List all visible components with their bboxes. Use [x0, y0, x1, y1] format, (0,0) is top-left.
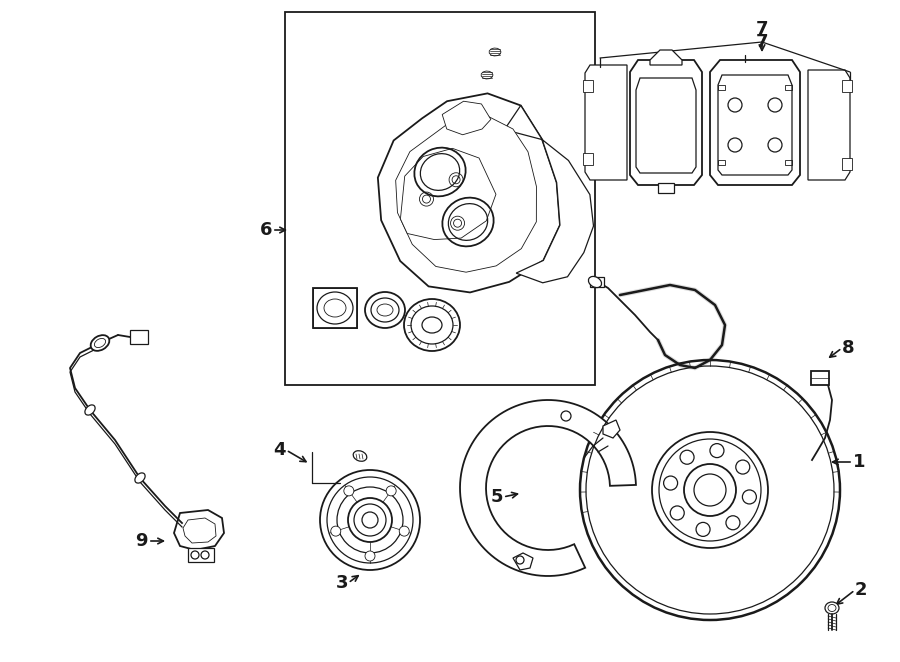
- Circle shape: [696, 522, 710, 536]
- Bar: [590, 277, 604, 287]
- Polygon shape: [490, 48, 501, 56]
- Polygon shape: [808, 70, 850, 180]
- Bar: [188, 548, 214, 562]
- Bar: [718, 160, 725, 165]
- Text: 2: 2: [855, 581, 868, 599]
- Circle shape: [726, 516, 740, 530]
- Polygon shape: [400, 148, 496, 240]
- Polygon shape: [603, 420, 620, 438]
- Circle shape: [580, 360, 840, 620]
- Circle shape: [684, 464, 736, 516]
- Text: 7: 7: [756, 33, 769, 51]
- Ellipse shape: [589, 277, 601, 287]
- Bar: [811, 371, 829, 385]
- Circle shape: [710, 444, 724, 457]
- Bar: [785, 85, 792, 90]
- Bar: [285, 12, 595, 385]
- Circle shape: [348, 498, 392, 542]
- Circle shape: [742, 490, 756, 504]
- Circle shape: [331, 526, 341, 536]
- Polygon shape: [174, 510, 224, 550]
- Bar: [583, 153, 593, 165]
- Bar: [313, 288, 357, 328]
- Circle shape: [680, 450, 694, 464]
- Bar: [842, 80, 852, 92]
- Circle shape: [652, 432, 768, 548]
- Text: 4: 4: [274, 441, 286, 459]
- Circle shape: [728, 98, 742, 112]
- Bar: [718, 85, 725, 90]
- Text: 1: 1: [853, 453, 866, 471]
- Polygon shape: [504, 105, 593, 283]
- Ellipse shape: [85, 405, 95, 415]
- Circle shape: [320, 470, 420, 570]
- Polygon shape: [710, 60, 800, 185]
- Circle shape: [400, 526, 410, 536]
- Circle shape: [768, 98, 782, 112]
- Polygon shape: [378, 93, 560, 293]
- Text: 5: 5: [491, 488, 503, 506]
- Circle shape: [344, 486, 354, 496]
- Circle shape: [365, 551, 375, 561]
- Ellipse shape: [353, 451, 367, 461]
- Circle shape: [663, 476, 678, 490]
- Bar: [785, 160, 792, 165]
- Circle shape: [386, 486, 396, 496]
- Circle shape: [728, 138, 742, 152]
- Circle shape: [670, 506, 684, 520]
- Polygon shape: [650, 50, 682, 65]
- Ellipse shape: [135, 473, 145, 483]
- Text: 9: 9: [136, 532, 148, 550]
- Text: 6: 6: [259, 221, 272, 239]
- Polygon shape: [460, 400, 636, 576]
- Ellipse shape: [825, 602, 839, 614]
- Ellipse shape: [91, 335, 109, 351]
- Bar: [842, 158, 852, 170]
- Bar: [583, 80, 593, 92]
- Bar: [130, 330, 148, 344]
- Text: 8: 8: [842, 339, 855, 357]
- Bar: [658, 183, 674, 193]
- Bar: [313, 288, 357, 328]
- Polygon shape: [585, 65, 627, 180]
- Polygon shape: [396, 116, 536, 272]
- Circle shape: [768, 138, 782, 152]
- Polygon shape: [442, 101, 490, 135]
- Polygon shape: [630, 60, 702, 185]
- Text: 3: 3: [336, 574, 348, 592]
- Polygon shape: [513, 553, 533, 570]
- Polygon shape: [482, 71, 493, 79]
- Circle shape: [736, 460, 750, 474]
- Text: 7: 7: [756, 20, 769, 38]
